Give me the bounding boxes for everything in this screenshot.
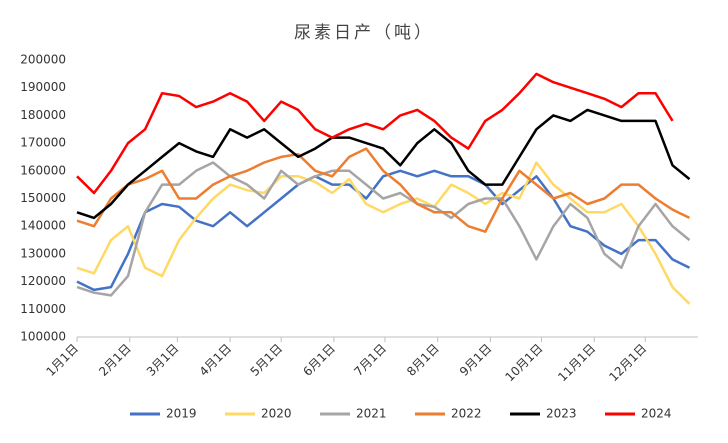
series-line	[76, 108, 691, 220]
y-tick-label: 130000	[20, 246, 66, 260]
chart-title: 尿素日产（吨）	[294, 23, 434, 43]
legend-label: 2023	[546, 407, 577, 421]
x-tick-label: 3月1日	[144, 341, 182, 379]
x-tick-label: 7月1日	[351, 341, 389, 379]
legend-label: 2020	[261, 407, 292, 421]
y-tick-label: 110000	[20, 302, 66, 316]
legend-label: 2019	[166, 407, 197, 421]
x-tick-label: 8月1日	[404, 341, 442, 379]
legend-label: 2021	[356, 407, 387, 421]
y-tick-label: 140000	[20, 219, 66, 233]
y-tick-label: 200000	[20, 53, 66, 67]
y-tick-label: 160000	[20, 163, 66, 177]
x-tick-label: 11月1日	[555, 341, 598, 384]
x-tick-label: 2月1日	[96, 341, 134, 379]
x-tick-label: 4月1日	[197, 341, 235, 379]
y-tick-label: 180000	[20, 108, 66, 122]
legend-label: 2024	[641, 407, 672, 421]
y-tick-label: 150000	[20, 191, 66, 205]
x-tick-label: 12月1日	[606, 341, 649, 384]
y-tick-label: 190000	[20, 80, 66, 94]
x-tick-label: 5月1日	[248, 341, 286, 379]
y-tick-label: 170000	[20, 136, 66, 150]
x-tick-label: 10月1日	[503, 341, 546, 384]
series-line	[76, 169, 691, 292]
y-tick-label: 120000	[20, 274, 66, 288]
series-line	[76, 72, 674, 195]
legend-label: 2022	[451, 407, 482, 421]
series-line	[76, 161, 691, 297]
x-tick-label: 9月1日	[457, 341, 495, 379]
x-tick-label: 1月1日	[43, 341, 81, 379]
series-line	[76, 147, 691, 233]
y-tick-label: 100000	[20, 330, 66, 344]
x-tick-label: 6月1日	[300, 341, 338, 379]
series-line	[76, 161, 691, 305]
